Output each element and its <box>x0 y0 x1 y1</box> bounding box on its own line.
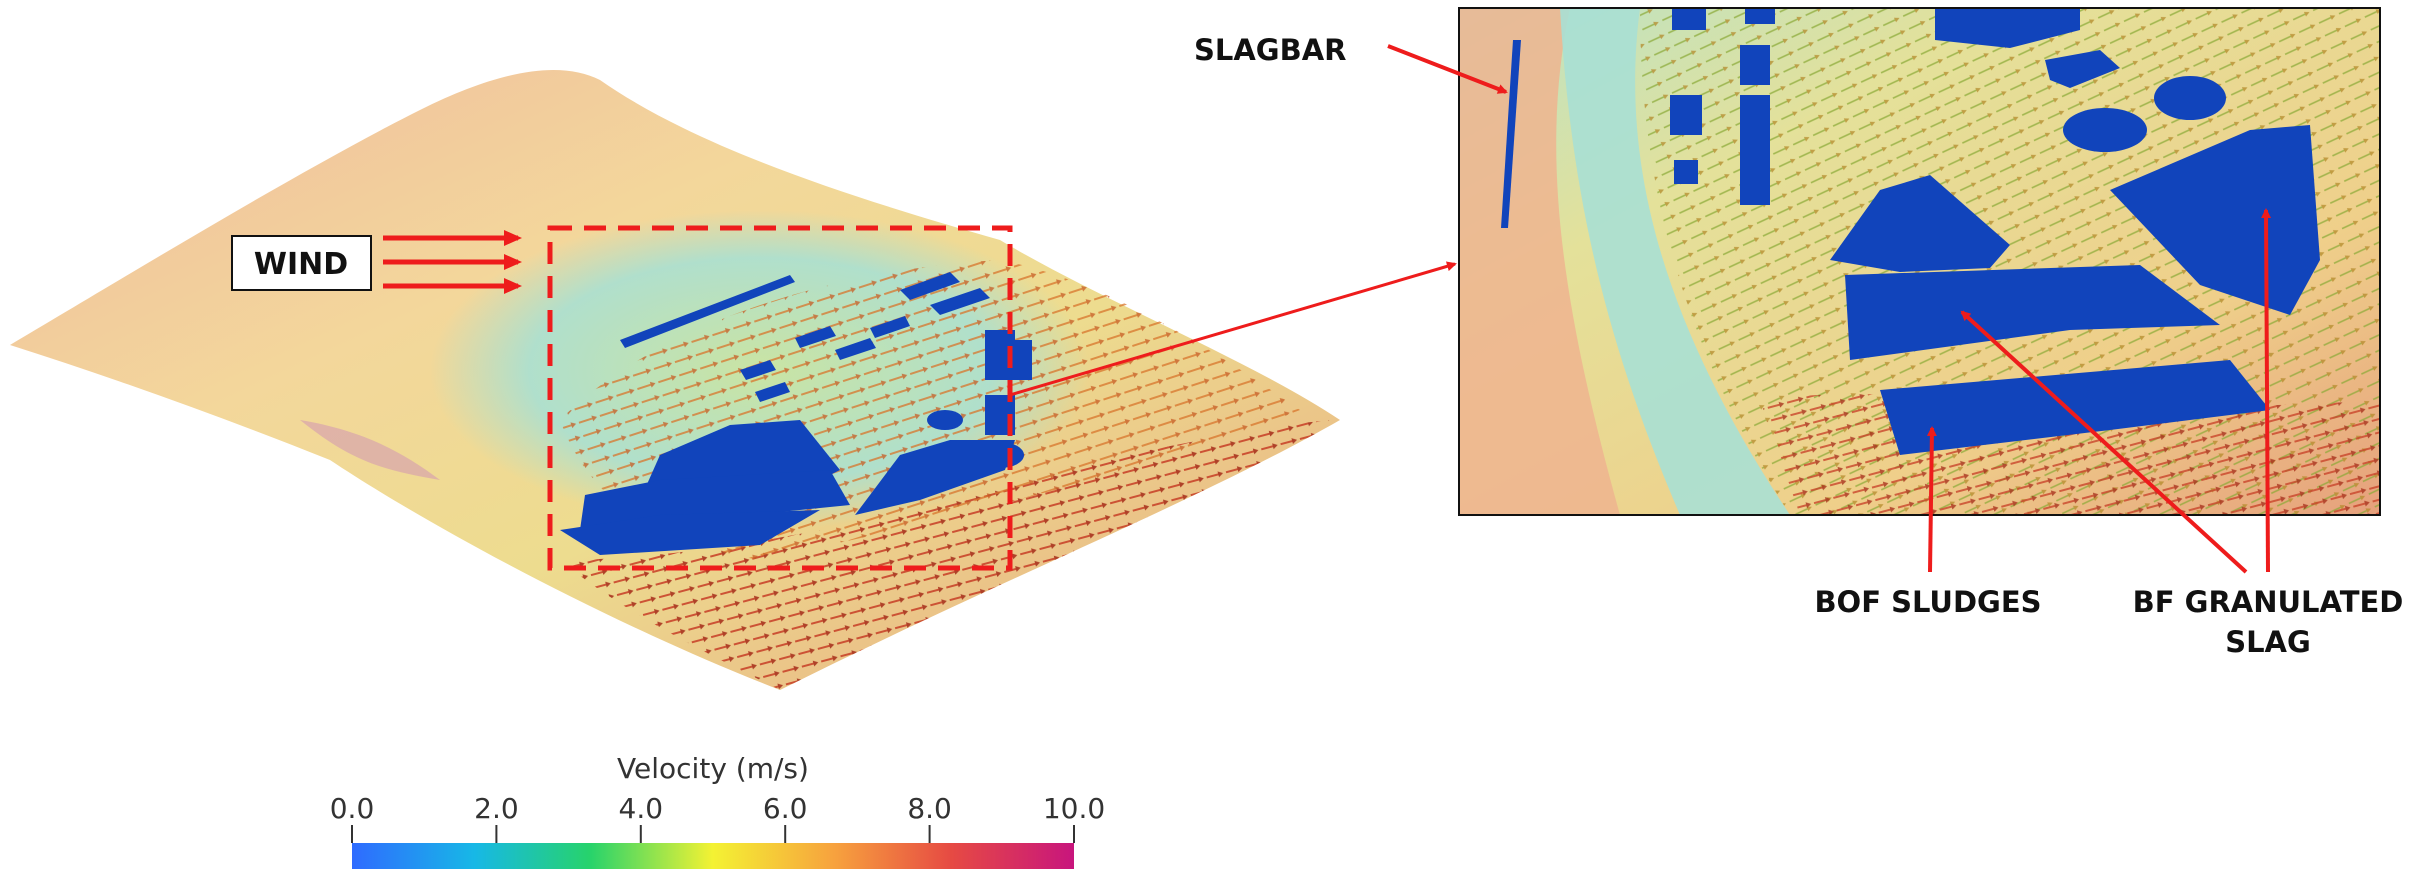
zoom-panel: SLAGBAR BOF SLUDGES BF GRANULATED SLAG <box>1194 7 2404 659</box>
colorbar-gradient <box>352 843 1074 869</box>
zoom-pile-cylinder <box>2154 76 2226 120</box>
colorbar-ticks: 0.0 2.0 4.0 6.0 8.0 10.0 <box>330 792 1105 843</box>
slagbar-pile <box>620 275 795 348</box>
downstream-arrow-field <box>560 420 1340 690</box>
pile-small-3 <box>795 326 836 348</box>
zoom-frame <box>1458 7 2381 516</box>
zoom-upstream-flow <box>1459 8 1620 515</box>
zoom-pile-c <box>1740 45 1770 85</box>
zoom-pile-f <box>1674 160 1698 184</box>
colorbar-tick-label: 10.0 <box>1043 792 1105 825</box>
bof-sludges-pointer <box>1926 426 1937 573</box>
wind-label: WIND <box>254 247 348 282</box>
bf-slag-pointer-1 <box>2261 208 2272 573</box>
pile-small-6 <box>740 360 776 380</box>
zoom-pile-h <box>2045 50 2120 88</box>
colorbar-title: Velocity (m/s) <box>617 752 809 785</box>
colorbar-tick-label: 0.0 <box>330 792 375 825</box>
zoom-wake-band <box>1560 8 1790 515</box>
zoom-pile-d <box>1670 95 1702 135</box>
pile-small-4 <box>835 338 876 360</box>
zoom-bof-lower <box>1880 360 2270 455</box>
pile-building-2 <box>1010 340 1032 380</box>
slagbar-pointer <box>1387 44 1508 94</box>
pile-round-1 <box>927 410 963 430</box>
wind-label-box <box>231 235 372 291</box>
slagbar-label: SLAGBAR <box>1194 33 1347 67</box>
zoom-pile-e <box>1740 95 1770 205</box>
stockpiles <box>560 272 1032 555</box>
terrain-scene: WIND <box>10 70 1457 690</box>
bof-sludge-pile-mid <box>580 470 850 530</box>
zoom-bof-upper <box>1830 175 2010 272</box>
bof-sludge-pile-lower <box>560 510 820 555</box>
velocity-colorbar: Velocity (m/s) 0.0 2.0 4.0 6.0 8.0 10.0 <box>330 752 1105 869</box>
zoom-pile-b <box>1745 8 1775 24</box>
pile-small-5 <box>870 316 910 338</box>
zoom-connector-line <box>1009 261 1457 397</box>
zoom-slagbar <box>1501 40 1521 228</box>
pile-small-7 <box>755 382 790 402</box>
bf-slag-label-line2: SLAG <box>2225 625 2311 659</box>
zoom-pile-g <box>1935 8 2080 48</box>
terrain-ridge <box>300 420 440 480</box>
zoom-selection-box <box>547 225 1013 571</box>
zoom-pile-a <box>1672 8 1706 30</box>
zoom-piles <box>1501 8 2320 455</box>
pile-small-2 <box>930 288 990 315</box>
wind-indicator: WIND <box>231 230 522 294</box>
bof-sludges-label: BOF SLUDGES <box>1814 585 2041 619</box>
pile-small-1 <box>900 272 960 300</box>
bf-slag-pointer-2 <box>1960 310 2248 574</box>
colorbar-tick-label: 8.0 <box>907 792 952 825</box>
colorbar-tick-label: 6.0 <box>763 792 808 825</box>
colorbar-tick-label: 4.0 <box>619 792 664 825</box>
zoom-pile-round <box>2063 108 2147 152</box>
bf-granulated-slag-pile <box>855 440 1015 515</box>
bf-slag-label-line1: BF GRANULATED <box>2133 585 2404 619</box>
colorbar-tick-label: 2.0 <box>474 792 519 825</box>
zoom-bof-mid <box>1845 265 2220 360</box>
